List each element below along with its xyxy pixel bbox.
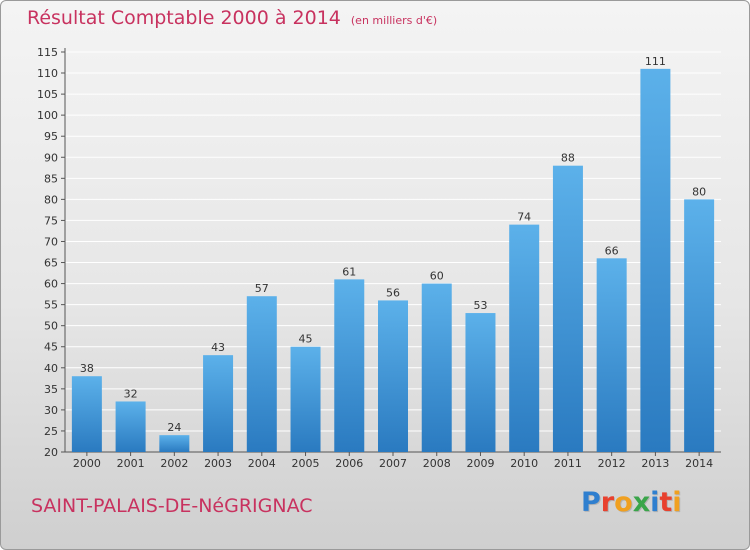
proxiti-logo: Proxiti	[581, 487, 682, 518]
bar-value-label: 80	[692, 185, 706, 198]
bar-value-label: 53	[473, 299, 487, 312]
y-tick-label: 90	[44, 151, 58, 164]
y-tick-label: 95	[44, 130, 58, 143]
bar-value-label: 56	[386, 286, 400, 299]
bar	[684, 199, 715, 452]
logo-letter: o	[614, 487, 633, 518]
logo-letter: i	[650, 487, 660, 518]
y-tick-label: 35	[44, 383, 58, 396]
bar-value-label: 74	[517, 211, 531, 224]
y-tick-label: 30	[44, 404, 58, 417]
x-tick-label: 2014	[685, 457, 713, 470]
chart-title-text: Résultat Comptable 2000 à 2014	[27, 7, 341, 29]
x-tick-label: 2009	[466, 457, 494, 470]
y-tick-label: 105	[37, 88, 58, 101]
x-tick-label: 2002	[160, 457, 188, 470]
x-tick-label: 2013	[641, 457, 669, 470]
bar	[465, 313, 496, 452]
bar-value-label: 66	[605, 244, 619, 257]
bar-value-label: 61	[342, 265, 356, 278]
logo-letter: x	[632, 487, 651, 518]
bar	[552, 165, 583, 452]
x-tick-label: 2008	[423, 457, 451, 470]
y-tick-label: 55	[44, 299, 58, 312]
y-tick-label: 60	[44, 278, 58, 291]
bar-value-label: 43	[211, 341, 225, 354]
x-tick-label: 2004	[248, 457, 276, 470]
chart-title: Résultat Comptable 2000 à 2014 (en millie…	[27, 7, 437, 29]
x-tick-label: 2010	[510, 457, 538, 470]
y-tick-label: 85	[44, 172, 58, 185]
y-tick-label: 100	[37, 109, 58, 122]
y-tick-label: 40	[44, 362, 58, 375]
logo-letter: P	[581, 487, 601, 518]
bar-value-label: 24	[167, 421, 181, 434]
logo-letter: r	[600, 487, 615, 518]
chart-unit: (en milliers d'€)	[350, 14, 438, 27]
y-tick-label: 20	[44, 446, 58, 459]
x-tick-label: 2007	[379, 457, 407, 470]
bar	[334, 279, 365, 452]
bar	[378, 300, 408, 452]
y-tick-label: 65	[44, 257, 58, 270]
x-tick-label: 2001	[117, 457, 145, 470]
bar	[640, 68, 671, 452]
y-tick-label: 25	[44, 425, 58, 438]
y-tick-label: 70	[44, 235, 58, 248]
x-tick-label: 2012	[598, 457, 626, 470]
bar	[509, 224, 540, 452]
bar-value-label: 45	[299, 333, 313, 346]
y-tick-label: 50	[44, 320, 58, 333]
bar	[246, 296, 277, 452]
bar	[115, 401, 146, 452]
bar	[203, 355, 234, 452]
bar-value-label: 32	[124, 387, 138, 400]
bar	[290, 346, 321, 452]
y-tick-label: 80	[44, 193, 58, 206]
x-tick-label: 2005	[292, 457, 320, 470]
bar-value-label: 111	[645, 55, 666, 68]
commune-name: SAINT-PALAIS-DE-NéGRIGNAC	[31, 495, 313, 517]
logo-letter: i	[672, 487, 682, 518]
bar-value-label: 60	[430, 270, 444, 283]
x-tick-label: 2006	[335, 457, 363, 470]
y-tick-label: 115	[37, 46, 58, 59]
bar	[159, 435, 190, 452]
y-tick-label: 45	[44, 341, 58, 354]
x-tick-label: 2011	[554, 457, 582, 470]
y-tick-label: 110	[37, 67, 58, 80]
bar-value-label: 38	[80, 362, 94, 375]
x-tick-label: 2000	[73, 457, 101, 470]
bar-value-label: 88	[561, 152, 575, 165]
x-tick-label: 2003	[204, 457, 232, 470]
bar	[596, 258, 627, 452]
logo-letter: t	[659, 487, 673, 518]
bar-value-label: 57	[255, 282, 269, 295]
bar	[71, 376, 102, 452]
y-tick-label: 75	[44, 214, 58, 227]
bar	[421, 283, 452, 452]
